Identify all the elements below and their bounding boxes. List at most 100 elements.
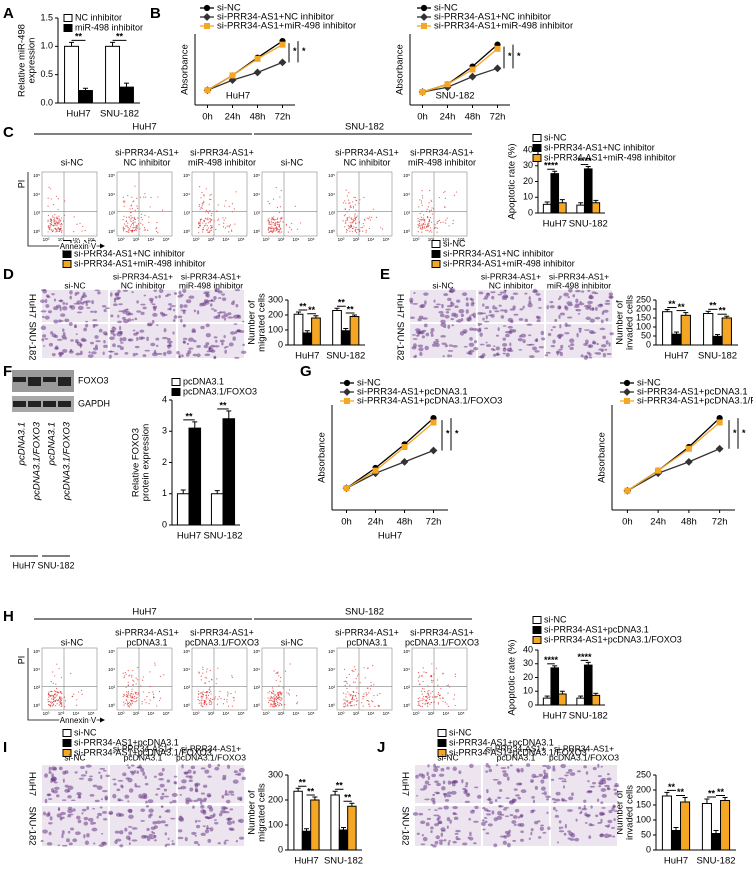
cell [604,834,610,839]
column-label: NC inhibitor [121,280,166,290]
event-dot [296,703,297,704]
cell [558,315,560,319]
event-dot [274,230,275,231]
event-dot [273,222,274,223]
event-dot [236,191,237,192]
event-dot [51,222,52,223]
event-dot [61,223,62,224]
cell [496,346,500,350]
cell [140,820,144,822]
event-dot [445,198,446,199]
cell [179,816,181,818]
cell [115,293,119,296]
significance: ** [719,306,727,316]
cell [557,305,561,309]
event-dot [431,682,432,683]
cell [482,318,484,321]
cell [101,842,106,845]
cell [127,800,129,802]
cell [539,346,544,348]
cell [509,308,515,310]
flow-tick: 10³ [403,211,410,216]
x-tick-label: SNU-182 [698,351,737,362]
cell [195,789,198,793]
event-dot [275,705,276,706]
x-tick-label: SNU-182 [203,531,242,542]
bar [584,169,592,213]
legend-swatch [533,617,541,624]
event-dot [205,677,206,678]
cell [578,328,582,330]
event-dot [201,692,202,693]
cell [567,838,571,840]
event-dot [154,662,155,663]
flow-tick: 10⁰ [193,711,200,716]
event-dot [218,218,219,219]
cell [42,334,46,337]
event-dot [57,694,58,695]
event-dot [430,217,431,218]
cell [424,324,428,328]
event-dot [81,690,82,691]
event-dot [52,705,53,706]
cell [69,290,72,294]
event-dot [433,702,434,703]
cell [430,331,433,334]
event-dot [224,699,225,700]
event-dot [356,227,357,228]
cell [176,351,180,354]
event-dot [280,700,281,701]
cell [590,318,595,322]
cell [116,788,120,791]
cell [236,304,239,307]
legend-label: pcDNA3.1 [183,376,224,386]
event-dot [345,681,346,682]
panel-letter: D [3,266,14,283]
cell [493,345,495,347]
flow-tick: 10⁵ [108,173,115,178]
cell [570,343,574,346]
cell [434,300,436,303]
event-dot [135,219,136,220]
legend-label: si-PRR34-AS1+miR-498 inhibitor [74,258,206,268]
event-dot [345,214,346,215]
flow-tick: 10⁰ [403,229,410,234]
event-dot [128,693,129,694]
cell [461,318,464,321]
cell [499,805,504,807]
event-dot [276,680,277,681]
cell [124,795,129,799]
event-dot [48,704,49,705]
event-dot [202,231,203,232]
event-dot [159,700,160,701]
cell [587,780,589,782]
flow-tick: 10³ [328,211,335,216]
cell [85,321,88,323]
cell [112,343,116,347]
cell [563,293,569,297]
flow-plot [262,648,317,710]
event-dot [134,218,135,219]
cell [540,827,544,831]
event-dot [422,228,423,229]
legend-marker [205,24,210,29]
event-dot [435,227,436,228]
event-dot [207,211,208,212]
event-dot [52,225,53,226]
cell [482,303,484,306]
event-dot [146,702,147,703]
bar [551,174,559,213]
event-dot [422,688,423,689]
cell [189,788,193,792]
cell [446,767,450,770]
legend-swatch [533,135,541,142]
cell [431,798,435,802]
legend-marker [344,380,349,385]
cell [71,799,75,801]
event-dot [423,671,424,672]
cell [168,838,170,840]
cell [546,352,551,354]
event-dot [213,699,214,700]
event-dot [137,667,138,668]
event-dot [359,229,360,230]
